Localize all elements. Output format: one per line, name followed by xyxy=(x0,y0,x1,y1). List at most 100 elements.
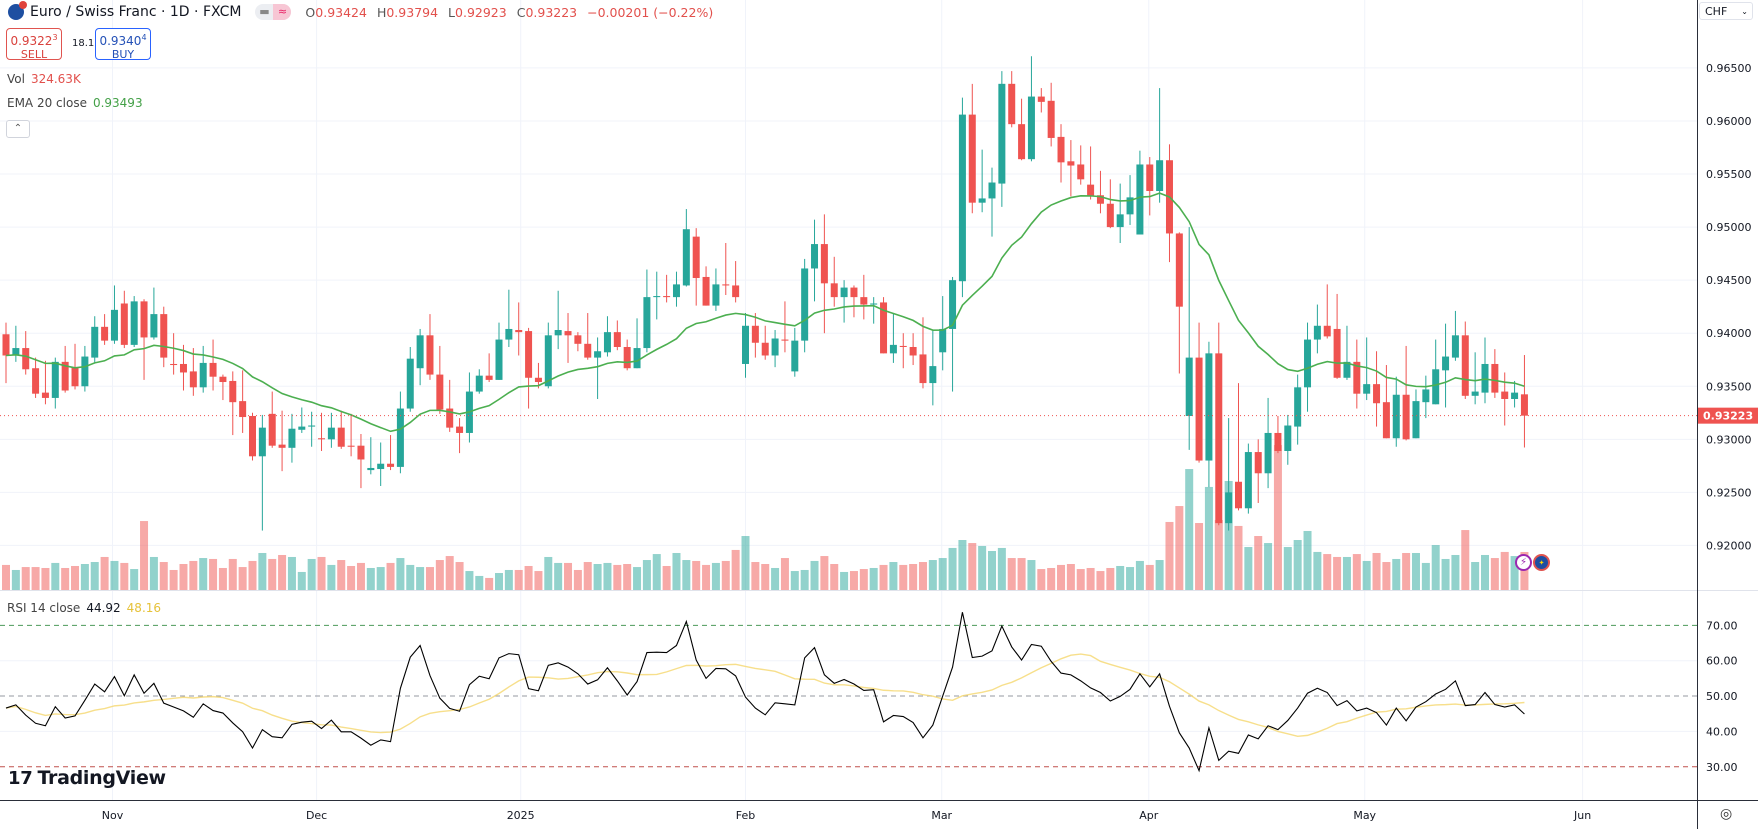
candle-body xyxy=(929,366,937,384)
candle-body xyxy=(1392,394,1400,439)
candle-body xyxy=(1412,401,1420,439)
rsi-legend[interactable]: RSI 14 close 44.92 48.16 xyxy=(7,601,161,615)
candle-body xyxy=(12,348,20,356)
price-tick-label: 0.93500 xyxy=(1706,380,1752,393)
candle-body xyxy=(781,339,789,341)
volume-bar xyxy=(199,558,208,590)
candle-body xyxy=(387,463,395,467)
sell-button[interactable]: 0.93223 SELL xyxy=(6,28,62,61)
candle-body xyxy=(653,296,661,298)
volume-bar xyxy=(61,567,70,590)
candle-body xyxy=(554,330,562,336)
high-label: H xyxy=(376,4,387,20)
volume-bar xyxy=(711,562,720,590)
time-tick-label: Feb xyxy=(736,809,755,822)
candle-body xyxy=(584,343,592,358)
candle-body xyxy=(150,314,158,338)
candle-body xyxy=(870,303,878,305)
volume-bar xyxy=(790,571,799,590)
chart-header: Euro / Swiss Franc · 1D · FXCM ▬ ≈ O0.93… xyxy=(8,1,719,20)
approx-icon[interactable]: ≈ xyxy=(273,4,292,20)
volume-bar xyxy=(731,549,740,590)
volume-legend[interactable]: Vol 324.63K xyxy=(7,72,81,86)
volume-bar xyxy=(218,567,227,590)
candle-body xyxy=(396,408,404,467)
volume-bar xyxy=(771,567,780,590)
volume-bar xyxy=(672,552,681,590)
candle-body xyxy=(564,331,572,336)
volume-bar xyxy=(958,540,967,590)
candle-body xyxy=(919,354,927,384)
ema-legend[interactable]: EMA 20 close 0.93493 xyxy=(7,96,143,110)
time-tick-label: May xyxy=(1353,809,1376,822)
candles xyxy=(2,56,1528,531)
candle-body xyxy=(485,375,493,380)
buy-price-pip: 4 xyxy=(141,33,147,42)
candle-body xyxy=(1451,335,1459,358)
candle-body xyxy=(91,326,99,358)
candle-body xyxy=(1382,402,1390,439)
volume-bar xyxy=(1471,562,1480,590)
volume-bar xyxy=(751,562,760,590)
symbol-title[interactable]: Euro / Swiss Franc · 1D · FXCM xyxy=(30,4,242,20)
candle-body xyxy=(909,346,917,356)
volume-bar xyxy=(41,567,50,590)
last-price-badge xyxy=(1698,407,1758,424)
candle-body xyxy=(416,335,424,369)
candle-body xyxy=(426,335,434,375)
candle-body xyxy=(1225,492,1233,524)
candle-body xyxy=(978,198,986,203)
candle-body xyxy=(633,348,641,369)
buy-button[interactable]: 0.93404 BUY xyxy=(95,28,151,61)
eu-flag-icon[interactable]: ✦ xyxy=(1533,554,1550,571)
volume-label: Vol xyxy=(7,72,25,86)
volume-bar xyxy=(475,575,484,590)
minus-icon[interactable]: ▬ xyxy=(259,5,270,18)
volume-bar xyxy=(317,556,326,590)
price-tick-label: 0.92000 xyxy=(1706,539,1752,552)
candle-body xyxy=(377,463,385,470)
close-label: C xyxy=(516,4,526,20)
lightning-icon[interactable]: ⚡ xyxy=(1515,554,1532,571)
currency-dropdown[interactable]: CHF ⌄ xyxy=(1699,2,1753,20)
candle-body xyxy=(81,356,89,387)
candle-body xyxy=(820,244,828,284)
candle-body xyxy=(643,297,651,349)
volume-bar xyxy=(2,564,10,590)
spread-value: 18.1 xyxy=(72,38,95,49)
time-tick-label: 2025 xyxy=(507,809,535,822)
volume-bar xyxy=(386,562,395,590)
price-tick-label: 0.96000 xyxy=(1706,115,1752,128)
volume-bar xyxy=(71,565,80,590)
eye-settings-icon[interactable]: ◎ xyxy=(1720,806,1733,822)
candle-body xyxy=(140,301,148,338)
candle-body xyxy=(249,415,256,457)
candle-body xyxy=(761,342,769,356)
rsi-tick-label: 30.00 xyxy=(1706,761,1738,774)
volume-bar xyxy=(1027,560,1036,590)
volume-bar xyxy=(238,567,247,590)
candle-body xyxy=(801,268,809,341)
volume-bar xyxy=(1254,536,1263,590)
volume-bar xyxy=(209,558,218,590)
candle-body xyxy=(534,377,542,383)
price-tick-label: 0.96500 xyxy=(1706,62,1752,75)
candle-body xyxy=(732,285,740,298)
volume-bar xyxy=(899,564,908,590)
candle-body xyxy=(446,408,454,428)
collapse-legend-button[interactable]: ⌃ xyxy=(6,120,30,138)
rsi-tick-label: 60.00 xyxy=(1706,655,1738,668)
candle-body xyxy=(1442,356,1450,371)
volume-bar xyxy=(1461,530,1470,590)
volume-bar xyxy=(287,556,296,590)
volume-bar xyxy=(1017,558,1026,590)
candle-body xyxy=(899,345,907,347)
ohlc-readout: O0.93424 H0.93794 L0.92923 C0.93223 −0.0… xyxy=(305,5,719,20)
volume-bar xyxy=(682,560,691,590)
volume-bar xyxy=(820,556,829,590)
open-label: O xyxy=(305,4,316,20)
grid xyxy=(0,0,1697,800)
volume-bar xyxy=(1214,519,1223,590)
